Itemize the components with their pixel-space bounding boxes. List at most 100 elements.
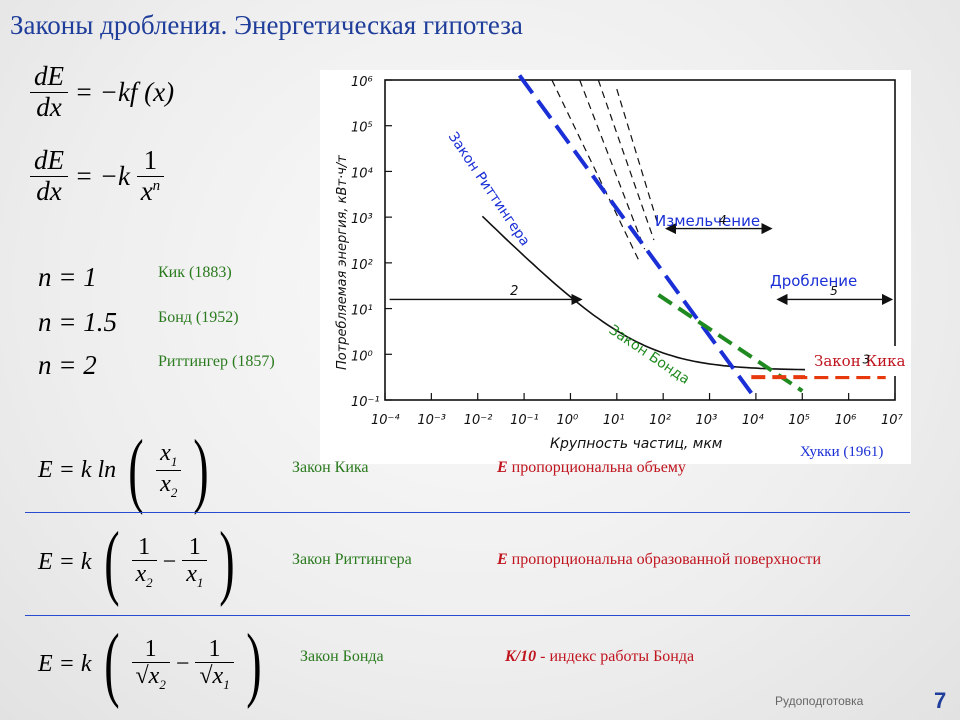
x-tick-label: 10² <box>649 413 671 428</box>
formula-differential-2: dE dx = −k 1 xn <box>30 145 165 206</box>
y-tick-label: 10⁰ <box>351 349 374 364</box>
slide-title: Законы дробления. Энергетическая гипотез… <box>10 10 523 40</box>
measured-curve-fan <box>579 79 646 250</box>
law-name-rittinger: Закон Риттингера <box>292 551 412 568</box>
y-tick-label: 10² <box>351 258 373 273</box>
formula-2-rhs-denominator: x <box>140 175 153 206</box>
law-desc-bond: K/10 - индекс работы Бонда <box>505 648 694 666</box>
chart-panel: 10⁻⁴ 10⁻³ 10⁻² 10⁻¹ 10⁰ 10¹ 10² 10³ 10⁴ 10⁵ 10⁶ 10⁷… <box>320 70 925 464</box>
formula-bond-a-den-sub: 2 <box>159 676 166 692</box>
formula-bond-b-den: x <box>212 663 224 690</box>
kick-law-label-box <box>805 346 925 376</box>
law-desc-bond-em: K/10 <box>505 648 537 665</box>
law-desc-kick-text: пропорциональна объему <box>507 459 686 476</box>
formula-1-denominator: dx <box>36 91 62 122</box>
y-tick-label: 10⁵ <box>351 121 373 136</box>
x-tick-label: 10⁻² <box>464 413 493 428</box>
law-name-bond: Закон Бонда <box>300 648 384 665</box>
formula-2-numerator: dE <box>34 145 64 175</box>
law-desc-bond-text: - индекс работы Бонда <box>536 648 695 665</box>
divider-2 <box>25 615 910 616</box>
law-desc-rittinger-em: E <box>497 551 508 568</box>
marker-2: 2 <box>510 284 518 299</box>
exponent-label-rittinger: Риттингер (1857) <box>158 353 275 370</box>
measured-curve-fan <box>616 88 660 227</box>
page-number: 7 <box>934 688 947 713</box>
formula-kick: E = k ln ( x1 x2 ) <box>38 423 210 516</box>
formula-bond-lhs: E = k <box>38 650 92 677</box>
bond-fit-line <box>657 293 804 393</box>
formula-rittinger-a-den: x <box>135 561 147 588</box>
x-tick-label: 10⁴ <box>742 413 765 428</box>
x-tick-label: 10⁵ <box>788 413 810 428</box>
kick-law-label: Закон Кика <box>814 352 905 370</box>
formula-kick-den: x <box>160 470 171 497</box>
formula-bond: E = k ( 1 √x2 − 1 √x1 ) <box>38 617 262 710</box>
formula-2-denominator: dx <box>36 175 62 206</box>
footer-course-name: Рудоподготовка <box>775 694 864 708</box>
y-tick-label: 10⁻¹ <box>351 395 380 410</box>
x-tick-label: 10⁰ <box>556 413 579 428</box>
law-desc-rittinger: E пропорциональна образованной поверхнос… <box>497 551 821 569</box>
x-tick-label: 10¹ <box>603 413 625 428</box>
rittinger-fit-line <box>517 74 753 395</box>
formula-rittinger-b-num: 1 <box>188 533 201 560</box>
exponent-eq-bond: n = 1.5 <box>38 307 117 337</box>
formula-2-rhs-left: = −k <box>74 160 130 191</box>
formula-kick-lhs: E = k ln <box>38 456 117 483</box>
formula-1-rhs: = −kf (x) <box>74 76 175 107</box>
y-tick-label: 10⁴ <box>351 166 374 181</box>
formula-kick-num-sub: 1 <box>170 454 178 470</box>
measured-curve-fan <box>597 79 655 241</box>
y-axis-label: Потребляемая энергия, кВт·ч/т <box>335 155 350 370</box>
exponent-label-bond: Бонд (1952) <box>158 309 239 326</box>
y-tick-label: 10¹ <box>351 304 373 319</box>
formula-2-exponent: n <box>152 177 161 194</box>
x-axis-label: Крупность частиц, мкм <box>550 436 723 452</box>
label-grinding: Измельчение <box>655 212 760 230</box>
formula-differential-1: dE dx = −kf (x) <box>30 61 175 122</box>
formula-rittinger-a-num: 1 <box>138 533 151 560</box>
formula-rittinger-b-den: x <box>186 561 197 588</box>
marker-5: 5 <box>830 284 838 298</box>
formula-rittinger-lhs: E = k <box>38 548 92 575</box>
x-tick-label: 10⁻³ <box>417 413 446 428</box>
formula-bond-b-den-sub: 1 <box>223 676 230 692</box>
label-crushing: Дробление <box>770 272 857 290</box>
law-name-kick: Закон Кика <box>292 459 369 476</box>
formula-bond-b-num: 1 <box>208 635 221 662</box>
x-tick-label: 10³ <box>696 413 718 428</box>
formula-kick-den-sub: 2 <box>170 484 178 500</box>
y-tick-label: 10³ <box>351 212 373 227</box>
formula-rittinger-minus: − <box>162 548 177 575</box>
bond-law-label: Закон Бонда <box>606 322 693 388</box>
chart-source: Хукки (1961) <box>800 444 884 460</box>
plot-frame <box>384 79 896 401</box>
divider-1 <box>25 512 910 513</box>
formula-bond-a-den: x <box>148 663 160 690</box>
law-desc-rittinger-text: пропорциональна образованной поверхности <box>507 551 822 568</box>
energy-size-chart: 10⁻⁴ 10⁻³ 10⁻² 10⁻¹ 10⁰ 10¹ 10² 10³ 10⁴ 10⁵ 10⁶ 10⁷… <box>335 74 925 452</box>
formula-rittinger-b-den-sub: 1 <box>196 574 204 590</box>
formula-2-rhs-numerator: 1 <box>143 145 158 175</box>
rittinger-law-label: Закон Риттингера <box>445 129 533 249</box>
y-tick-label: 10⁶ <box>351 75 373 90</box>
x-tick-label: 10⁻¹ <box>510 413 539 428</box>
marker-4: 4 <box>719 213 727 227</box>
formula-rittinger: E = k ( 1 x2 − 1 x1 ) <box>38 515 236 608</box>
formula-1-numerator: dE <box>34 61 64 91</box>
measured-curve-main <box>481 215 868 371</box>
x-tick-label: 10⁻⁴ <box>371 413 400 428</box>
marker-3: 3 <box>863 352 871 366</box>
exponent-label-kick: Кик (1883) <box>158 264 232 281</box>
formula-rittinger-a-den-sub: 2 <box>146 574 153 590</box>
formula-bond-minus: − <box>175 650 190 677</box>
formula-bond-a-num: 1 <box>144 635 157 662</box>
measured-curve-fan <box>551 79 641 264</box>
x-tick-label: 10⁶ <box>835 413 857 428</box>
law-desc-kick-em: E <box>497 459 508 476</box>
law-desc-kick: E пропорциональна объему <box>497 459 686 477</box>
exponent-eq-kick: n = 1 <box>38 262 97 292</box>
x-tick-label: 10⁷ <box>881 413 904 428</box>
